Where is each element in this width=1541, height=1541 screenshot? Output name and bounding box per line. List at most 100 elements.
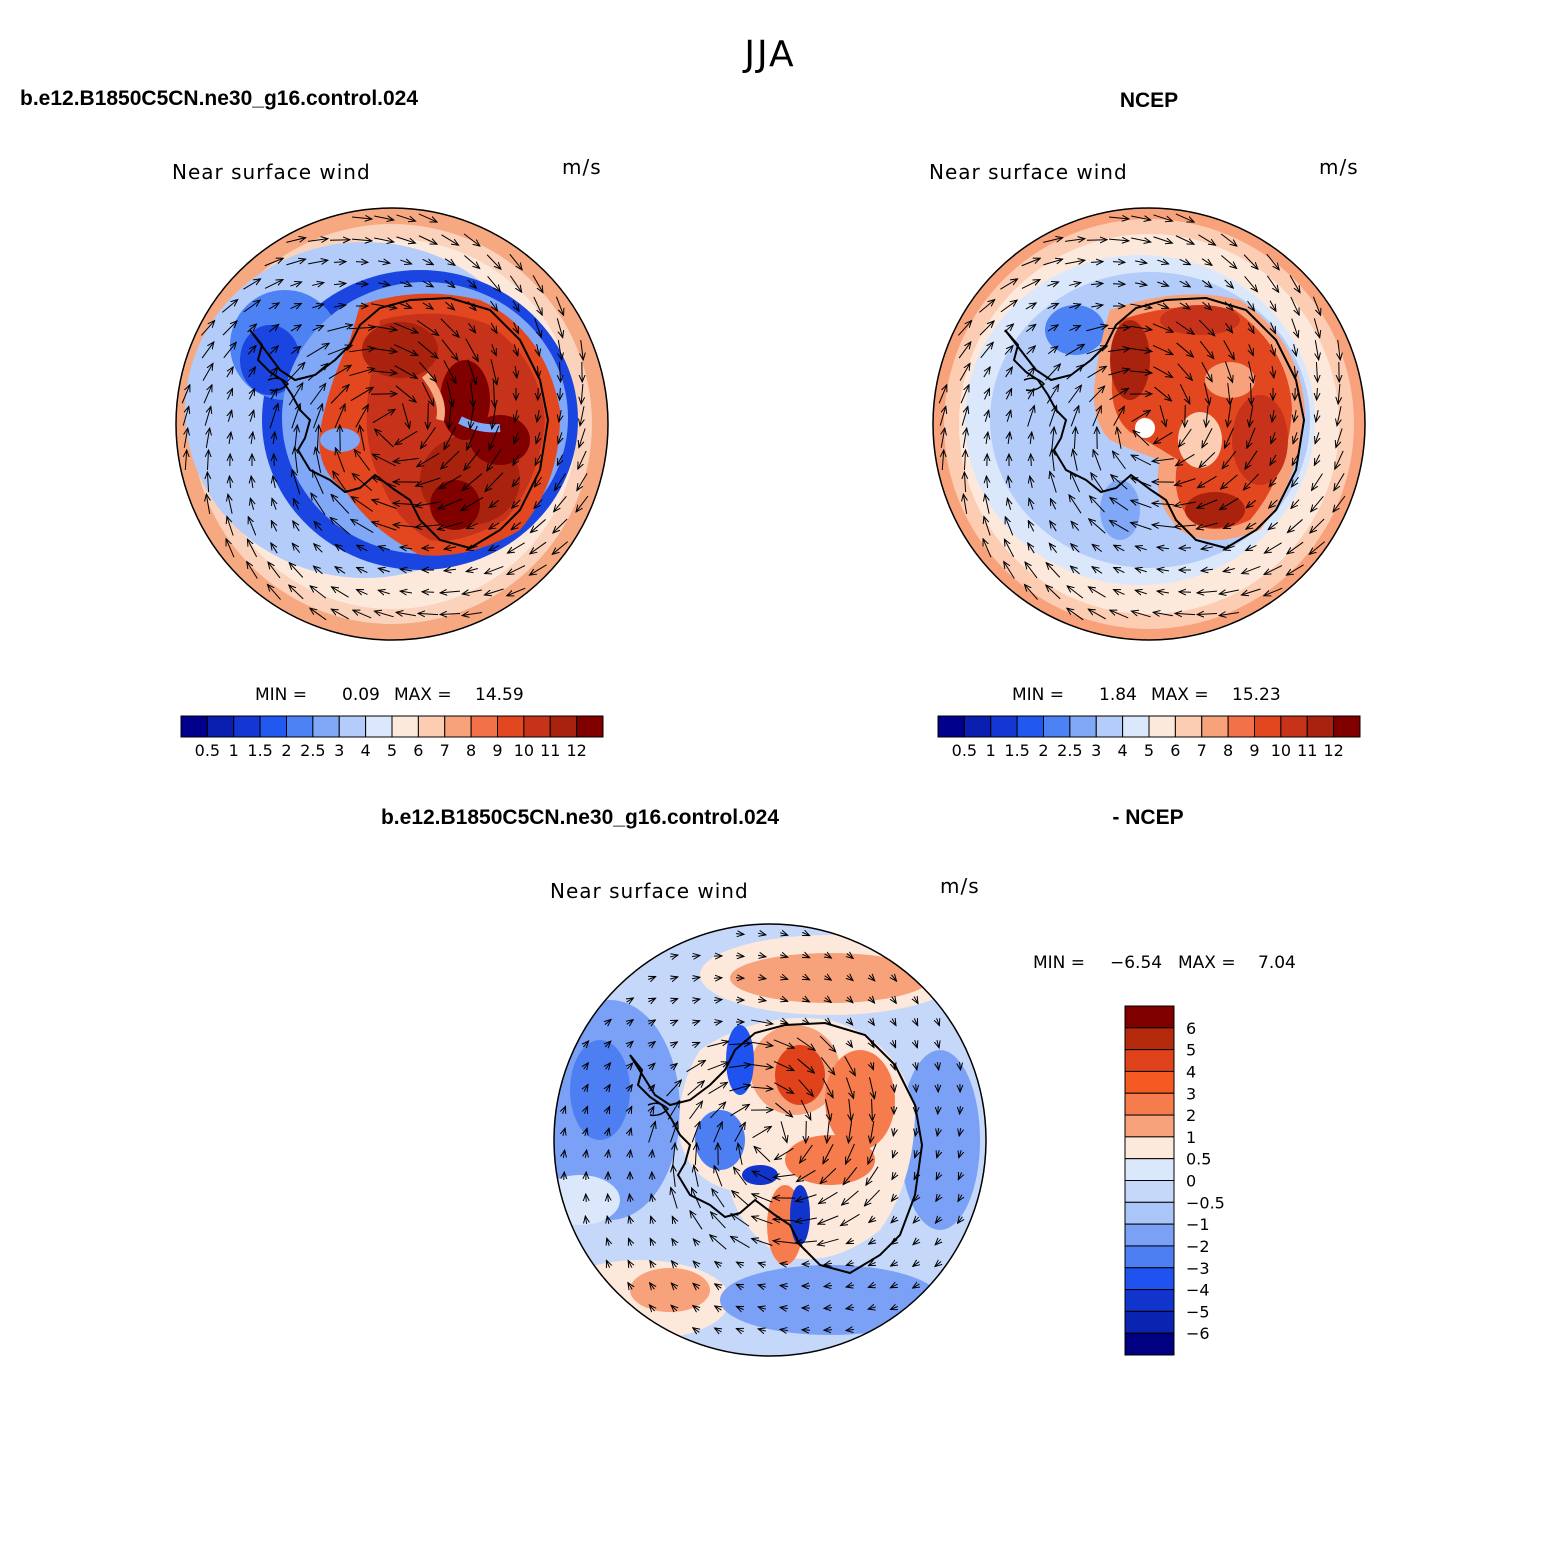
panel-1-colorbar-tick-label: 5 bbox=[387, 741, 397, 760]
panel-1-colorbar-tick-label: 10 bbox=[514, 741, 534, 760]
panel-2-map-border bbox=[932, 207, 1366, 641]
panel-1-colorbar-box bbox=[576, 715, 604, 738]
panel-2-colorbar-tick-label: 8 bbox=[1223, 741, 1233, 760]
panel-1-colorbar-tick-label: 7 bbox=[440, 741, 450, 760]
panel-3-min-value: −6.54 bbox=[1110, 953, 1162, 973]
panel-3-colorbar-box bbox=[1124, 1114, 1175, 1138]
panel-1-colorbar-box bbox=[523, 715, 551, 738]
panel-1-colorbar-tick-label: 2.5 bbox=[300, 741, 325, 760]
panel-2-min-value: 1.84 bbox=[1099, 685, 1137, 705]
panel-3-colorbar-tick-label: −3 bbox=[1186, 1259, 1210, 1278]
panel-1-min-value: 0.09 bbox=[342, 685, 380, 705]
panel-3-title: Near surface wind bbox=[550, 879, 749, 903]
panel-3-colorbar: 6 5 4 3 2 1 0.5 0 −0.5 −1 −2 −3 −4 −5 −6 bbox=[1124, 1005, 1225, 1356]
panel-3-colorbar-box bbox=[1124, 1267, 1175, 1291]
panel-1-colorbar-box bbox=[233, 715, 261, 738]
panel-2-colorbar-tick-label: 1.5 bbox=[1004, 741, 1029, 760]
panel-3-colorbar-box bbox=[1124, 1310, 1175, 1334]
panel-2-colorbar-tick-label: 3 bbox=[1091, 741, 1101, 760]
panel-3-colorbar-tick-label: 2 bbox=[1186, 1106, 1196, 1125]
panel-3-min-label: MIN = bbox=[1033, 953, 1085, 973]
panel-2-colorbar-tick-label: 9 bbox=[1249, 741, 1259, 760]
panel-3-colorbar-tick-label: 0.5 bbox=[1186, 1150, 1211, 1169]
panel-3-map bbox=[554, 924, 986, 1356]
panel-3-colorbar-tick-label: 6 bbox=[1186, 1019, 1196, 1038]
panel-3-colorbar-box bbox=[1124, 1005, 1175, 1029]
panel-2-colorbar-box bbox=[1201, 715, 1229, 738]
panel-3-colorbar-tick-label: −1 bbox=[1186, 1215, 1210, 1234]
panel-2-colorbar-box bbox=[1280, 715, 1308, 738]
panel-1-colorbar-tick-label: 11 bbox=[540, 741, 560, 760]
panel-2-colorbar-box bbox=[1254, 715, 1282, 738]
panel-1-colorbar-tick-label: 1 bbox=[229, 741, 239, 760]
panel-1-colorbar-box bbox=[312, 715, 340, 738]
panel-1-colorbar-box bbox=[259, 715, 287, 738]
panel-1-colorbar-tick-label: 4 bbox=[361, 741, 371, 760]
panel-3-colorbar-box bbox=[1124, 1223, 1175, 1247]
panel-2-colorbar-box bbox=[1043, 715, 1071, 738]
panel-1-colorbar-box bbox=[391, 715, 419, 738]
panel-1-colorbar-box bbox=[206, 715, 235, 738]
panel-2-colorbar-tick-label: 6 bbox=[1170, 741, 1180, 760]
panel-1-colorbar-box bbox=[180, 715, 208, 738]
panel-3-max-value: 7.04 bbox=[1258, 953, 1296, 973]
panel-3-colorbar-tick-label: 1 bbox=[1186, 1128, 1196, 1147]
panel-2-colorbar-tick-label: 4 bbox=[1118, 741, 1128, 760]
panel-1-colorbar-tick-label: 1.5 bbox=[247, 741, 272, 760]
panel-1-colorbar-tick-label: 6 bbox=[413, 741, 423, 760]
panel-1-colorbar-box bbox=[444, 715, 472, 738]
panel-2-title: Near surface wind bbox=[929, 160, 1128, 184]
panel-2-colorbar-box bbox=[1227, 715, 1255, 738]
panel-2-colorbar-box bbox=[1333, 715, 1361, 738]
panel-difference: b.e12.B1850C5CN.ne30_g16.control.024 - N… bbox=[381, 806, 1296, 1357]
panel-2-map bbox=[933, 208, 1365, 640]
panel-1-colorbar-tick-label: 9 bbox=[492, 741, 502, 760]
panel-3-suffix-label: - NCEP bbox=[1112, 806, 1183, 829]
panel-2-colorbar-tick-label: 10 bbox=[1271, 741, 1291, 760]
panel-1-colorbar-tick-label: 12 bbox=[566, 741, 586, 760]
panel-1-colorbar-tick-label: 2 bbox=[281, 741, 291, 760]
panel-3-colorbar-tick-label: 5 bbox=[1186, 1041, 1196, 1060]
panel-1-model-label: b.e12.B1850C5CN.ne30_g16.control.024 bbox=[20, 87, 418, 110]
panel-3-colorbar-box bbox=[1124, 1070, 1175, 1094]
panel-2-colorbar-tick-label: 11 bbox=[1297, 741, 1317, 760]
panel-1-min-label: MIN = bbox=[255, 685, 307, 705]
panel-2-colorbar-tick-label: 2.5 bbox=[1057, 741, 1082, 760]
panel-1-wind-vectors bbox=[181, 213, 589, 621]
panel-2-colorbar-box bbox=[990, 715, 1018, 738]
panel-1-colorbar-box bbox=[338, 715, 367, 738]
panel-3-colorbar-tick-label: −4 bbox=[1186, 1281, 1210, 1300]
panel-3-colorbar-box bbox=[1124, 1180, 1175, 1203]
panel-1-colorbar-tick-label: 8 bbox=[466, 741, 476, 760]
panel-3-colorbar-tick-label: 0 bbox=[1186, 1172, 1196, 1191]
panel-2-model-label: NCEP bbox=[1120, 89, 1178, 112]
panel-3-colorbar-box bbox=[1124, 1289, 1175, 1312]
panel-2-colorbar-tick-label: 7 bbox=[1197, 741, 1207, 760]
panel-2-colorbar-box bbox=[1069, 715, 1097, 738]
panel-1-max-value: 14.59 bbox=[475, 685, 524, 705]
panel-model: b.e12.B1850C5CN.ne30_g16.control.024 Nea… bbox=[20, 87, 609, 760]
panel-2-min-label: MIN = bbox=[1012, 685, 1064, 705]
panel-3-colorbar-tick-label: −2 bbox=[1186, 1237, 1210, 1256]
panel-1-colorbar-box bbox=[365, 715, 393, 738]
panel-3-colorbar-box bbox=[1124, 1049, 1175, 1072]
panel-3-colorbar-box bbox=[1124, 1158, 1175, 1181]
panel-2-colorbar-tick-label: 5 bbox=[1144, 741, 1154, 760]
panel-3-colorbar-box bbox=[1124, 1092, 1175, 1116]
panel-3-colorbar-tick-label: −0.5 bbox=[1186, 1193, 1225, 1212]
panel-2-max-value: 15.23 bbox=[1232, 685, 1281, 705]
panel-1-colorbar-tick-label: 3 bbox=[334, 741, 344, 760]
panel-1-units: m/s bbox=[562, 155, 602, 179]
panel-1-max-label: MAX = bbox=[394, 685, 452, 705]
panel-1-colorbar-box bbox=[549, 715, 578, 738]
panel-3-units: m/s bbox=[940, 874, 980, 898]
panel-1-map bbox=[176, 208, 608, 640]
panel-3-wind-vectors bbox=[562, 932, 962, 1332]
panel-2-colorbar-box bbox=[1095, 715, 1124, 738]
panel-2-wind-vectors bbox=[938, 213, 1346, 621]
panel-1-colorbar-tick-label: 0.5 bbox=[195, 741, 220, 760]
panel-3-colorbar-tick-label: −6 bbox=[1186, 1324, 1210, 1343]
panel-2-max-label: MAX = bbox=[1151, 685, 1209, 705]
